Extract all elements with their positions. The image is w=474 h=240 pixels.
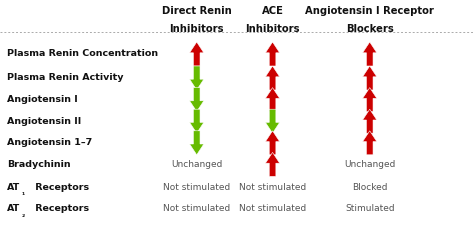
Polygon shape	[265, 131, 280, 155]
Text: ₂: ₂	[21, 212, 25, 218]
Text: Inhibitors: Inhibitors	[246, 24, 300, 34]
Text: Not stimulated: Not stimulated	[239, 204, 306, 213]
Text: ₁: ₁	[21, 190, 25, 196]
Polygon shape	[265, 42, 280, 66]
Text: Angiotensin 1–7: Angiotensin 1–7	[7, 138, 92, 147]
Text: Bradychinin: Bradychinin	[7, 160, 71, 169]
Text: Angiotensin I Receptor: Angiotensin I Receptor	[305, 6, 434, 16]
Text: Inhibitors: Inhibitors	[170, 24, 224, 34]
Polygon shape	[190, 109, 204, 133]
Text: ACE: ACE	[262, 6, 283, 16]
Text: Plasma Renin Activity: Plasma Renin Activity	[7, 73, 124, 83]
Text: Stimulated: Stimulated	[345, 204, 394, 213]
Polygon shape	[363, 131, 377, 155]
Polygon shape	[190, 66, 204, 90]
Text: Angiotensin I: Angiotensin I	[7, 95, 78, 104]
Text: Angiotensin II: Angiotensin II	[7, 117, 82, 126]
Polygon shape	[363, 109, 377, 133]
Text: Direct Renin: Direct Renin	[162, 6, 232, 16]
Text: Unchanged: Unchanged	[344, 160, 395, 169]
Text: Blocked: Blocked	[352, 183, 387, 192]
Text: AT: AT	[7, 204, 20, 213]
Polygon shape	[363, 88, 377, 112]
Polygon shape	[190, 88, 204, 112]
Polygon shape	[265, 88, 280, 112]
Text: Unchanged: Unchanged	[171, 160, 222, 169]
Text: Not stimulated: Not stimulated	[163, 204, 230, 213]
Polygon shape	[265, 66, 280, 90]
Text: Receptors: Receptors	[32, 204, 90, 213]
Text: Receptors: Receptors	[32, 183, 90, 192]
Text: AT: AT	[7, 183, 20, 192]
Polygon shape	[363, 66, 377, 90]
Polygon shape	[190, 131, 204, 155]
Text: Plasma Renin Concentration: Plasma Renin Concentration	[7, 49, 158, 59]
Polygon shape	[363, 42, 377, 66]
Polygon shape	[190, 42, 204, 66]
Polygon shape	[265, 109, 280, 133]
Text: Blockers: Blockers	[346, 24, 393, 34]
Text: Not stimulated: Not stimulated	[239, 183, 306, 192]
Polygon shape	[265, 152, 280, 176]
Text: Not stimulated: Not stimulated	[163, 183, 230, 192]
